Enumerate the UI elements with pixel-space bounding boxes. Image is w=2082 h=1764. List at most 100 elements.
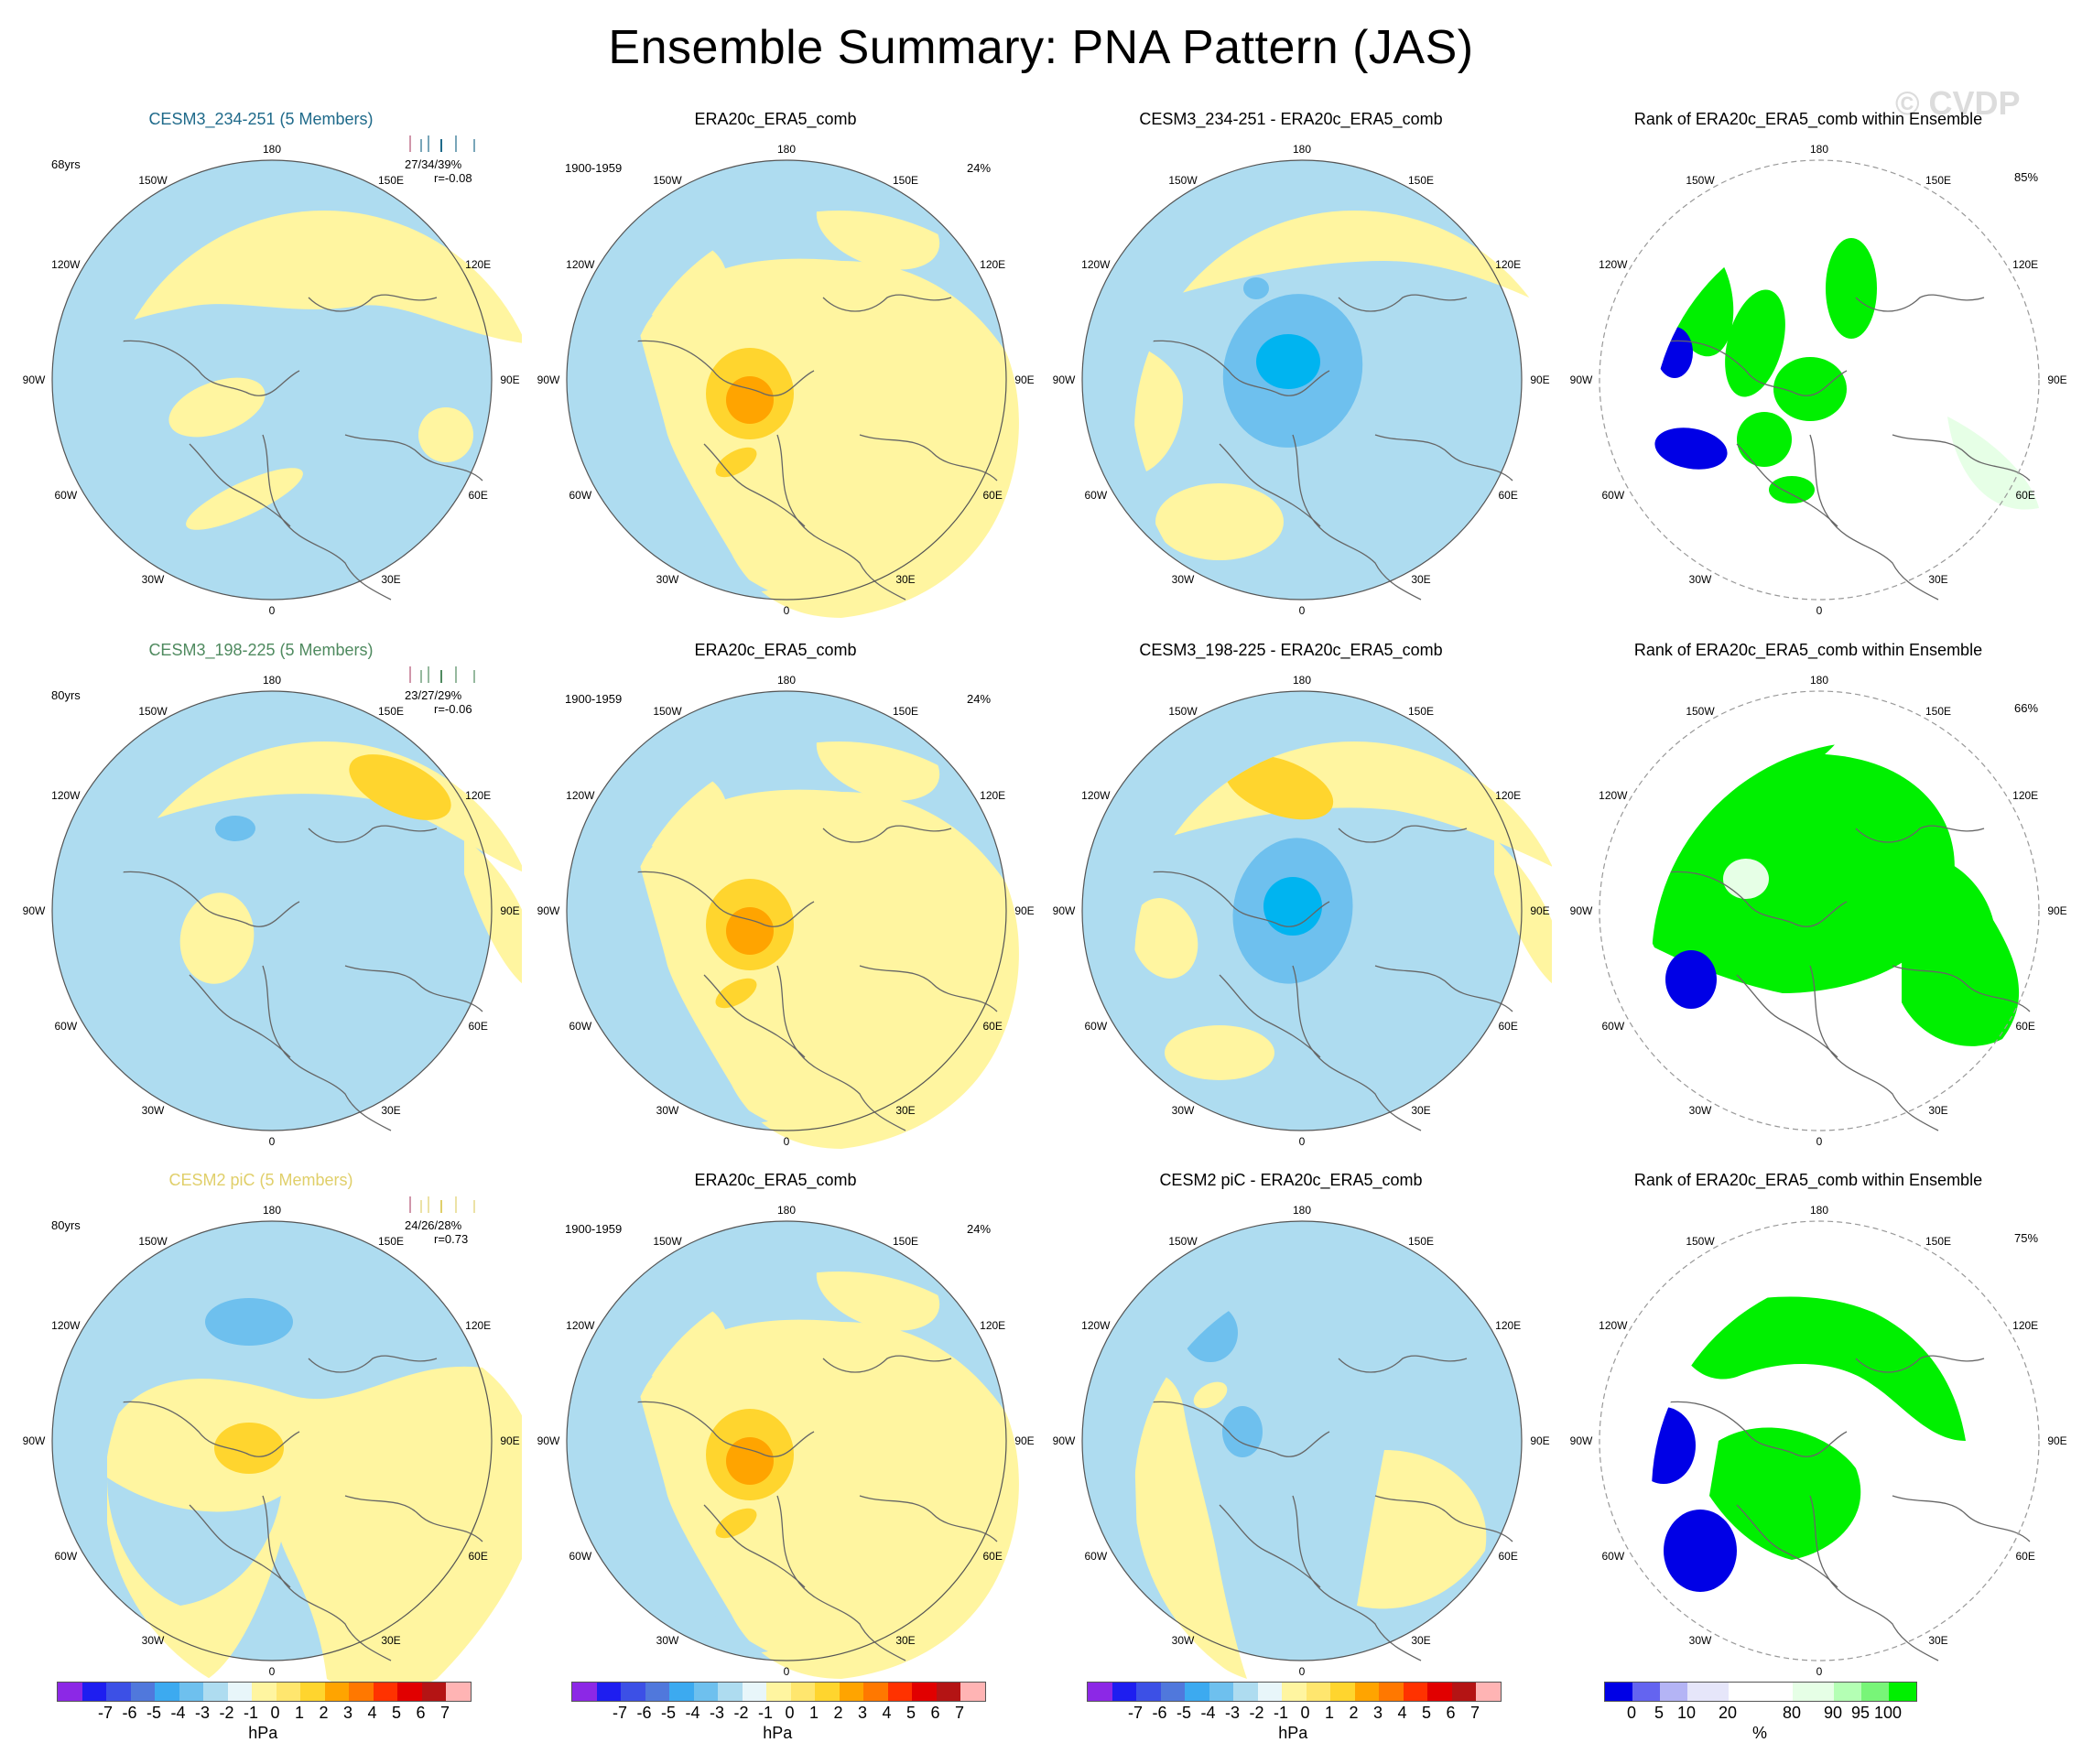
longitude-label: 60E bbox=[982, 1020, 1003, 1033]
positive-region bbox=[726, 907, 774, 955]
coastline bbox=[262, 1495, 392, 1661]
pct-stats-label: 24/26/28% bbox=[405, 1218, 462, 1232]
colorbar-swatch bbox=[936, 1683, 960, 1701]
rank-high-region bbox=[1773, 357, 1847, 421]
coastline bbox=[344, 965, 483, 1012]
correlation-label: r=0.73 bbox=[434, 1232, 469, 1246]
colorbar-swatch bbox=[887, 1683, 912, 1701]
coastline bbox=[262, 434, 392, 601]
longitude-label: 150E bbox=[892, 704, 919, 718]
colorbar-swatch bbox=[1136, 1683, 1161, 1701]
colorbar-swatch bbox=[179, 1683, 203, 1701]
map-border bbox=[51, 690, 493, 1131]
colorbar-units: hPa bbox=[763, 1724, 793, 1742]
coastline bbox=[344, 434, 483, 482]
longitude-label: 120E bbox=[1495, 789, 1522, 802]
polar-map bbox=[51, 1220, 522, 1693]
colorbar-swatch bbox=[276, 1683, 300, 1701]
coastline bbox=[1809, 1495, 1939, 1661]
longitude-label: 150E bbox=[1925, 1234, 1952, 1248]
coastline bbox=[1219, 443, 1321, 527]
longitude-label: 150E bbox=[377, 704, 405, 718]
longitude-label: 90E bbox=[1014, 373, 1035, 386]
colorbar-swatch bbox=[421, 1683, 446, 1701]
model-title: CESM2 piC (5 Members) bbox=[168, 1171, 353, 1189]
colorbar-swatches bbox=[571, 1682, 986, 1702]
colorbar-swatch bbox=[1209, 1683, 1233, 1701]
panel-obs-row1: ERA20c_ERA5_comb 180 150E 120E 90E 60E 30E 0 30W… bbox=[515, 110, 1036, 641]
longitude-label: 120E bbox=[980, 789, 1006, 802]
colorbar-swatch bbox=[839, 1683, 863, 1701]
longitude-label: 90E bbox=[1014, 904, 1035, 917]
colorbar-swatch bbox=[596, 1683, 621, 1701]
colorbar-tick-label: -7 bbox=[97, 1704, 114, 1722]
longitude-label: 60W bbox=[1084, 1550, 1108, 1563]
coastline bbox=[308, 1355, 438, 1373]
colorbar-swatch bbox=[1403, 1683, 1427, 1701]
longitude-label: 60W bbox=[54, 1020, 78, 1033]
colorbar-tick-label: 1 bbox=[294, 1704, 305, 1722]
colorbar-swatch bbox=[1111, 1683, 1136, 1701]
colorbar-tick-label: -2 bbox=[1249, 1704, 1264, 1722]
pct-stats-label: 23/27/29% bbox=[405, 688, 462, 702]
colorbar-tick-label: 1 bbox=[1324, 1704, 1335, 1722]
longitude-label: 60E bbox=[1498, 1020, 1518, 1033]
longitude-label: 150W bbox=[1168, 1234, 1198, 1248]
panel-model-row2: CESM3_198-225 (5 Members) 180 150E 120E 90E 6… bbox=[0, 641, 522, 1172]
colorbar-tick-label: 80 bbox=[1782, 1704, 1802, 1722]
polar-map bbox=[1081, 1220, 1523, 1679]
longitude-label: 60E bbox=[982, 489, 1003, 502]
coastline bbox=[621, 871, 815, 927]
positive-region bbox=[1165, 1025, 1274, 1080]
colorbar-tick-label: -6 bbox=[122, 1704, 137, 1722]
colorbar-swatch bbox=[1687, 1683, 1729, 1701]
colorbar-tick-label: 1 bbox=[808, 1704, 819, 1722]
positive-region bbox=[1494, 838, 1552, 993]
longitude-label: 60E bbox=[2015, 489, 2035, 502]
coastline bbox=[703, 443, 806, 527]
longitude-label: 30W bbox=[1171, 573, 1195, 587]
longitude-label: 150E bbox=[1925, 704, 1952, 718]
negative-region bbox=[107, 1477, 281, 1606]
longitude-label: 120W bbox=[51, 789, 81, 802]
coastline bbox=[703, 1504, 806, 1588]
longitude-label: 90E bbox=[2047, 904, 2067, 917]
longitude-label: 60W bbox=[569, 1020, 592, 1033]
negative-region bbox=[1243, 277, 1269, 299]
polar-map bbox=[1599, 690, 2040, 1131]
longitude-label: 60W bbox=[54, 1550, 78, 1563]
colorbar-tick-label: 5 bbox=[1654, 1704, 1665, 1722]
longitude-label: 120E bbox=[465, 789, 492, 802]
diff-title: CESM3_234-251 - ERA20c_ERA5_comb bbox=[1139, 110, 1443, 128]
longitude-label: 120W bbox=[1081, 1319, 1111, 1332]
longitude-label: 150E bbox=[1925, 173, 1952, 187]
rank-high-region bbox=[1902, 854, 2020, 1046]
colorbar-tick-label: 3 bbox=[342, 1704, 353, 1722]
obs-pct-label: 24% bbox=[967, 692, 992, 706]
longitude-label: 150W bbox=[1686, 704, 1715, 718]
colorbar-tick-label: -5 bbox=[660, 1704, 677, 1722]
colorbar-tick-label: 6 bbox=[1446, 1704, 1456, 1722]
positive-region bbox=[816, 1272, 940, 1331]
rank-pct-label: 75% bbox=[2014, 1231, 2039, 1245]
longitude-label: 30E bbox=[1928, 1634, 1948, 1648]
positive-region bbox=[1224, 754, 1334, 820]
map-border bbox=[1599, 690, 2040, 1131]
colorbar-units: % bbox=[1751, 1724, 1768, 1742]
coastline bbox=[1736, 443, 1838, 527]
rank-high-region bbox=[1826, 238, 1877, 339]
rank-pct-label: 85% bbox=[2014, 170, 2039, 184]
colorbar-swatch bbox=[1233, 1683, 1258, 1701]
colorbar-tick-label: -2 bbox=[733, 1704, 749, 1722]
longitude-label: 0 bbox=[1816, 604, 1823, 617]
colorbar-tick-label: 20 bbox=[1718, 1704, 1738, 1722]
longitude-label: 0 bbox=[1298, 604, 1306, 617]
obs-period-label: 1900-1959 bbox=[565, 1222, 623, 1236]
longitude-label: 30W bbox=[141, 573, 165, 587]
longitude-label: 0 bbox=[783, 1665, 790, 1678]
coastline bbox=[621, 340, 815, 396]
longitude-label: 90E bbox=[500, 904, 520, 917]
longitude-label: 90E bbox=[500, 373, 520, 386]
positive-region bbox=[214, 1423, 284, 1474]
panel-diff-row2: CESM3_198-225 - ERA20c_ERA5_comb 180 150E 1… bbox=[1030, 641, 1552, 1172]
